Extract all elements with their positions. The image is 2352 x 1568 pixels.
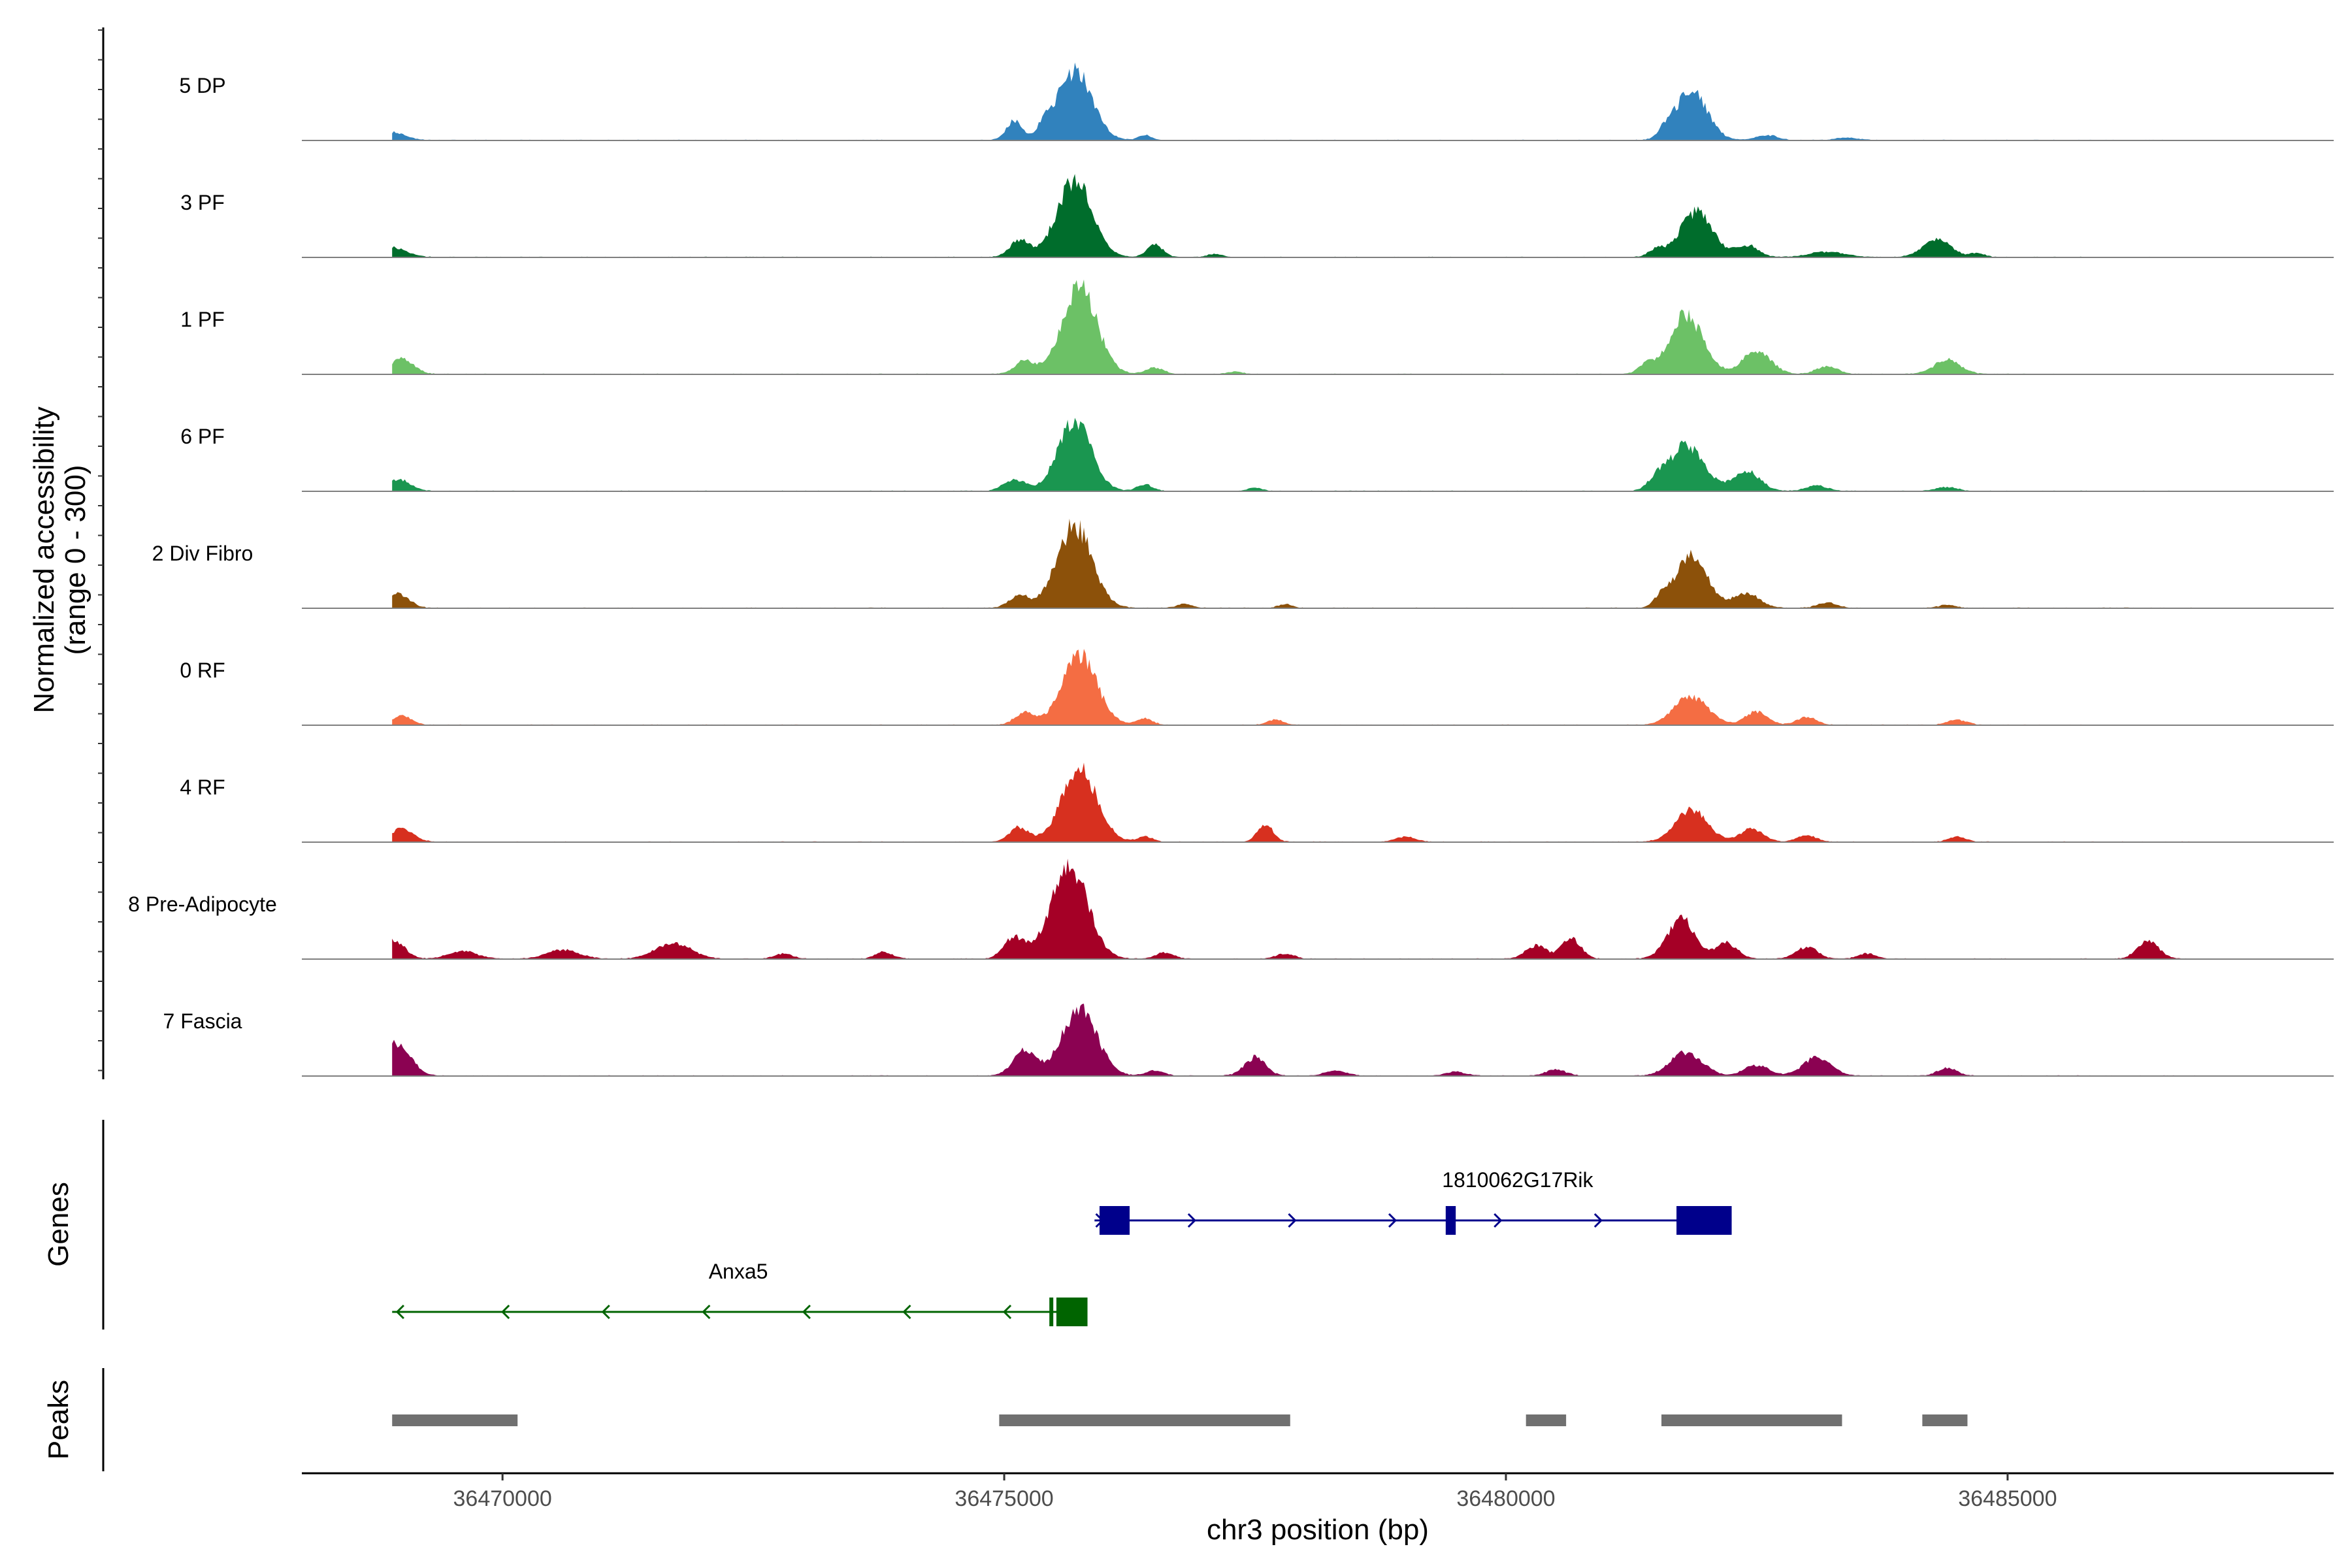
coverage-area — [392, 649, 2198, 725]
x-tick-label: 36475000 — [955, 1486, 1053, 1511]
track-6: 0 RF — [180, 649, 2334, 726]
x-tick-label: 36470000 — [453, 1486, 552, 1511]
track-4: 6 PF — [180, 417, 2334, 492]
track-3: 1 PF — [180, 279, 2334, 375]
track-5: 2 Div Fibro — [152, 518, 2334, 609]
track-2: 3 PF — [180, 174, 2334, 258]
exon — [1099, 1206, 1130, 1235]
gene-1810062G17Rik: 1810062G17Rik — [1094, 1168, 1732, 1235]
y-axis-ticks — [98, 29, 103, 1071]
track-9: 7 Fascia — [163, 1004, 2334, 1077]
strand-arrow — [1494, 1213, 1503, 1228]
strand-arrow — [1002, 1304, 1012, 1320]
coverage-tracks: 5 DP 3 PF 1 PF 6 PF 2 Div Fibro 0 RF 4 RF 8 Pre… — [128, 62, 2334, 1077]
strand-arrow — [1593, 1213, 1603, 1228]
strand-arrow — [395, 1304, 404, 1320]
gene-label: 1810062G17Rik — [1442, 1168, 1593, 1192]
x-tick-label: 36485000 — [1958, 1486, 2057, 1511]
peaks-axis-title: Peaks — [42, 1380, 74, 1460]
exon — [1049, 1298, 1054, 1326]
track-label: 6 PF — [180, 425, 225, 448]
coverage-area — [392, 279, 2198, 374]
track-1: 5 DP — [179, 62, 2334, 141]
coverage-area — [392, 518, 2198, 608]
strand-arrow — [702, 1304, 711, 1320]
strand-arrow — [802, 1304, 811, 1320]
genes-axis-title: Genes — [42, 1182, 74, 1267]
track-8: 8 Pre-Adipocyte — [128, 858, 2334, 960]
track-label: 2 Div Fibro — [152, 542, 253, 565]
coverage-area — [392, 1004, 2198, 1076]
strand-arrow — [601, 1304, 610, 1320]
peak-region — [1661, 1414, 1842, 1426]
exon — [1056, 1298, 1088, 1326]
track-7: 4 RF — [180, 762, 2334, 843]
x-axis-title: chr3 position (bp) — [1207, 1514, 1429, 1546]
x-axis-ticks: 36470000 36475000 36480000 36485000 — [453, 1473, 2057, 1511]
gene-annotation: 1810062G17Rik Anxa5 — [392, 1168, 1732, 1326]
gene-label: Anxa5 — [709, 1260, 768, 1283]
y-axis-title-line1: Normalized accessibility — [28, 406, 60, 713]
gene-Anxa5: Anxa5 — [392, 1260, 1088, 1326]
coverage-area — [392, 417, 2198, 491]
coverage-area — [392, 62, 2198, 140]
track-label: 5 DP — [179, 74, 225, 97]
peak-region — [1526, 1414, 1567, 1426]
track-label: 3 PF — [180, 191, 225, 214]
track-label: 7 Fascia — [163, 1009, 242, 1033]
coverage-area — [392, 174, 2198, 257]
exon — [1676, 1206, 1732, 1235]
track-label: 4 RF — [180, 776, 225, 799]
track-label: 0 RF — [180, 659, 225, 682]
x-tick-label: 36480000 — [1456, 1486, 1555, 1511]
strand-arrow — [1288, 1213, 1297, 1228]
coverage-area — [392, 858, 2198, 959]
peak-region — [1922, 1414, 1968, 1426]
strand-arrow — [1187, 1213, 1196, 1228]
peak-region — [392, 1414, 518, 1426]
exon — [1445, 1206, 1456, 1235]
y-axis-title-line2: (range 0 - 300) — [59, 465, 91, 655]
strand-arrow — [902, 1304, 911, 1320]
peak-regions — [392, 1414, 1968, 1426]
track-label: 8 Pre-Adipocyte — [128, 892, 277, 916]
strand-arrow — [1388, 1213, 1397, 1228]
peak-region — [999, 1414, 1290, 1426]
strand-arrow — [501, 1304, 510, 1320]
coverage-area — [392, 762, 2198, 842]
track-label: 1 PF — [180, 308, 225, 331]
